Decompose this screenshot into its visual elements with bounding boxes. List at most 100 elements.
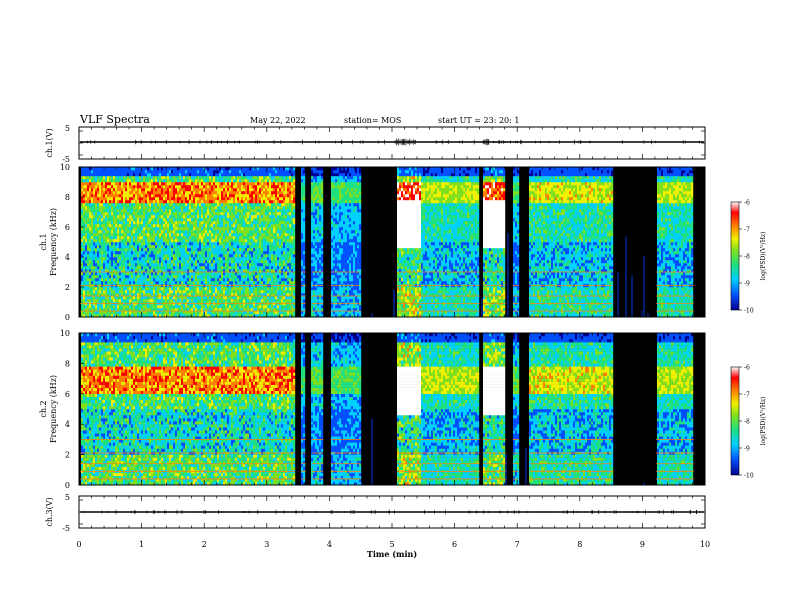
ch1-spectrogram-cell xyxy=(85,173,87,176)
ch1-spectrogram-cell xyxy=(171,215,173,218)
ch1-spectrogram-cell xyxy=(103,206,105,209)
ch1-spectrogram-cell xyxy=(85,254,87,257)
ch1-spectrogram-cell xyxy=(115,176,117,179)
ch1-spectrogram-cell xyxy=(91,263,93,266)
ch1-spectrogram-cell xyxy=(115,245,117,248)
ch1-spectrogram-cell xyxy=(93,305,95,308)
ch1-spectrogram-cell xyxy=(115,287,117,290)
ch1-spectrogram-cell xyxy=(167,212,169,215)
ch1-spectrogram-cell xyxy=(91,209,93,212)
ch1-spectrogram-cell xyxy=(85,218,87,221)
ch1-spectrogram-cell xyxy=(129,194,131,197)
ch1-spectrogram-cell xyxy=(117,227,119,230)
ch1-spectrogram-cell xyxy=(219,287,221,290)
ch1-spectrogram-cell xyxy=(83,299,85,302)
ch1-spectrogram-cell xyxy=(87,287,89,290)
ch1-spectrogram-cell xyxy=(173,311,175,314)
ch1-spectrogram-cell xyxy=(215,212,217,215)
ch1-spectrogram-cell xyxy=(229,251,231,254)
ch1-spectrogram-cell xyxy=(83,245,85,248)
ch1-spectrogram-cell xyxy=(201,299,203,302)
ch1-spectrogram-cell xyxy=(179,173,181,176)
ch1-spectrogram-cell xyxy=(209,233,211,236)
ch1-spectrogram-cell xyxy=(227,188,229,191)
ch1-spectrogram-cell xyxy=(95,206,97,209)
ch1-spectrogram-cell xyxy=(253,233,255,236)
ch1-spectrogram-cell xyxy=(261,185,263,188)
ch1-spectrogram-cell xyxy=(187,170,189,173)
ch1-spectrogram-cell xyxy=(195,254,197,257)
ch1-spectrogram-cell xyxy=(215,299,217,302)
ch1-spectrogram-cell xyxy=(249,260,251,263)
ch1-spectrogram-cell xyxy=(229,227,231,230)
ch1-spectrogram-cell xyxy=(175,197,177,200)
ch1-spectrogram-cell xyxy=(187,191,189,194)
ch1-spectrogram-cell xyxy=(103,236,105,239)
ch1-spectrogram-cell xyxy=(201,251,203,254)
ch1-spectrogram-cell xyxy=(187,257,189,260)
ch1-spectrogram-cell xyxy=(97,251,99,254)
ch1-spectrogram-cell xyxy=(253,218,255,221)
ch1-spectrogram-cell xyxy=(233,296,235,299)
ch1-spectrogram-cell xyxy=(95,305,97,308)
ch1-spectrogram-cell xyxy=(121,275,123,278)
ch1-spectrogram-cell xyxy=(87,230,89,233)
ch1-spectrogram-cell xyxy=(269,263,271,266)
ch1-spectrogram-cell xyxy=(245,242,247,245)
ch1-spectrogram-cell xyxy=(189,299,191,302)
ch1-spectrogram-cell xyxy=(107,230,109,233)
ch1-spectrogram-cell xyxy=(233,266,235,269)
ch1-spectrogram-cell xyxy=(199,206,201,209)
ch1-spectrogram-cell xyxy=(211,239,213,242)
ch1-spectrogram-cell xyxy=(99,287,101,290)
ch1-spectrogram-cell xyxy=(263,245,265,248)
ch1-spectrogram-cell xyxy=(233,299,235,302)
ch1-spectrogram-cell xyxy=(129,221,131,224)
ch1-spectrogram-cell xyxy=(153,296,155,299)
ch1-spectrogram-cell xyxy=(247,242,249,245)
ch1-spectrogram-cell xyxy=(215,200,217,203)
ch1-spectrogram-cell xyxy=(153,272,155,275)
ch1-spectrogram-cell xyxy=(255,221,257,224)
ch1-spectrogram-cell xyxy=(191,185,193,188)
ch1-spectrogram-cell xyxy=(179,236,181,239)
ch1-spectrogram-cell xyxy=(261,248,263,251)
ch1-spectrogram-cell xyxy=(103,179,105,182)
ch1-spectrogram-cell xyxy=(113,272,115,275)
ch1-spectrogram-cell xyxy=(269,209,271,212)
ch1-spectrogram-cell xyxy=(183,176,185,179)
ch1-spectrogram-cell xyxy=(183,209,185,212)
ch1-spectrogram-cell xyxy=(157,248,159,251)
ch1-spectrogram-cell xyxy=(197,311,199,314)
ch1-spectrogram-cell xyxy=(207,197,209,200)
ch1-spectrogram-cell xyxy=(151,236,153,239)
ch1-spectrogram-cell xyxy=(167,311,169,314)
ch1-spectrogram-cell xyxy=(263,281,265,284)
ch1-spectrogram-cell xyxy=(219,242,221,245)
ch1-spectrogram-cell xyxy=(221,266,223,269)
ch1-spectrogram-cell xyxy=(91,230,93,233)
ch1-spectrogram-cell xyxy=(199,311,201,314)
ch1-spectrogram-cell xyxy=(191,248,193,251)
ch1-spectrogram-cell xyxy=(191,176,193,179)
ch1-spectrogram-cell xyxy=(135,290,137,293)
ch1-spectrogram-cell xyxy=(253,221,255,224)
ch1-spectrogram-cell xyxy=(231,290,233,293)
ch1-spectrogram-cell xyxy=(197,287,199,290)
ch1-spectrogram-cell xyxy=(165,311,167,314)
ch1-spectrogram-cell xyxy=(95,281,97,284)
ch1-spectrogram-cell xyxy=(155,203,157,206)
ch1-spectrogram-cell xyxy=(255,209,257,212)
ch1-spectrogram-cell xyxy=(105,221,107,224)
ch1-spectrogram-cell xyxy=(187,266,189,269)
ch1-spectrogram-cell xyxy=(259,227,261,230)
ch1-spectrogram-cell xyxy=(93,221,95,224)
ch1-spectrogram-cell xyxy=(187,200,189,203)
ch1-spectrogram-cell xyxy=(265,191,267,194)
ch1-spectrogram-cell xyxy=(237,248,239,251)
ch1-spectrogram-cell xyxy=(251,230,253,233)
ch1-spectrogram-cell xyxy=(245,263,247,266)
ch1-spectrogram-cell xyxy=(259,185,261,188)
ch1-spectrogram-cell xyxy=(223,218,225,221)
ch1-spectrogram-cell xyxy=(125,272,127,275)
